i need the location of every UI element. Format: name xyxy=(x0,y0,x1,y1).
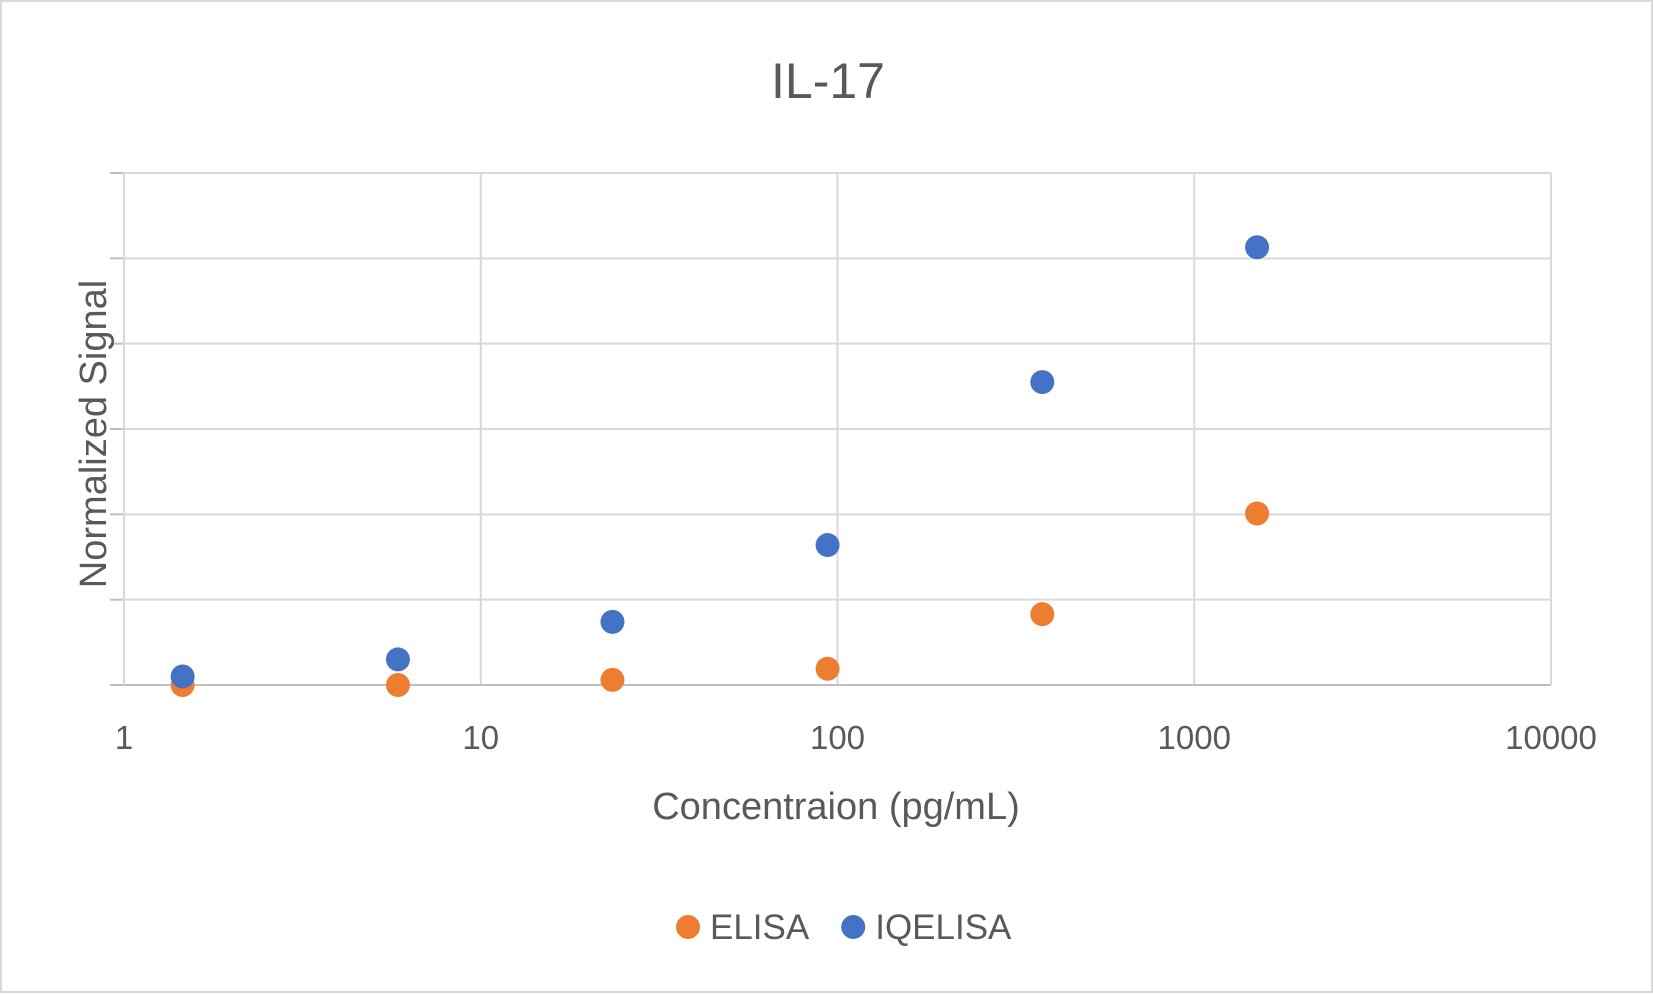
point-elisa xyxy=(1245,501,1270,526)
point-iqelisa xyxy=(170,664,195,689)
x-tick-label: 1000 xyxy=(1158,719,1231,756)
point-elisa xyxy=(385,673,410,697)
grid xyxy=(110,172,1552,686)
legend-label-iqelisa: IQELISA xyxy=(875,908,1012,947)
data-points xyxy=(170,235,1270,697)
point-iqelisa xyxy=(815,533,840,558)
point-iqelisa xyxy=(385,647,410,672)
point-elisa xyxy=(815,656,840,681)
legend-label-elisa: ELISA xyxy=(710,908,810,947)
x-tick-label: 1 xyxy=(115,719,133,756)
legend-marker-elisa xyxy=(676,915,700,939)
legend: ELISA IQELISA xyxy=(676,908,1012,947)
point-elisa xyxy=(600,667,625,692)
point-iqelisa xyxy=(1245,235,1270,260)
legend-marker-iqelisa xyxy=(841,915,866,939)
x-tick-label: 100 xyxy=(810,719,865,756)
y-axis-title: Normalized Signal xyxy=(73,280,115,588)
point-elisa xyxy=(1030,602,1055,627)
x-tick-label: 10000 xyxy=(1505,719,1597,756)
x-tick-label: 10 xyxy=(462,719,499,756)
point-iqelisa xyxy=(600,609,625,634)
point-iqelisa xyxy=(1030,370,1055,395)
x-axis-title: Concentraion (pg/mL) xyxy=(652,786,1020,828)
x-tick-labels: 1 10 100 1000 10000 xyxy=(115,719,1597,756)
chart-title: IL-17 xyxy=(771,53,885,109)
